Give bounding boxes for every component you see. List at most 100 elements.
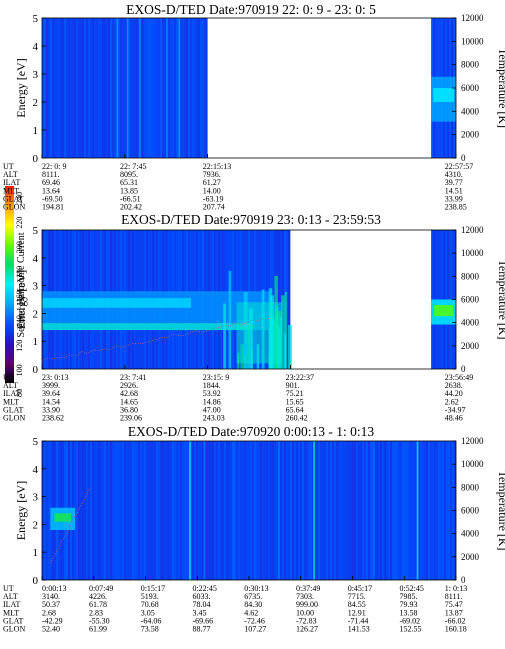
spectrogram-stripe	[250, 441, 252, 580]
spectrogram-stripe	[306, 441, 308, 580]
spectrogram-stripe	[84, 441, 86, 580]
y2-tick-label: 4000	[461, 529, 480, 539]
spectrogram-stripe	[150, 441, 152, 580]
spectrogram-image	[42, 18, 456, 158]
spectrogram-stripe	[334, 441, 336, 580]
y-tick-label: 5	[33, 13, 39, 25]
orbit-cell: 194.81	[42, 203, 64, 212]
spectrogram-stripe	[60, 18, 62, 158]
spectrogram-stripe	[130, 18, 132, 158]
orbit-cell: 33.90	[42, 405, 60, 414]
orbit-cell: -42.29	[42, 616, 63, 625]
spectrogram-stripe	[400, 441, 402, 580]
spectrogram-stripe	[154, 441, 156, 580]
spectrogram-stripe	[450, 441, 452, 580]
spectrogram-stripe	[258, 441, 260, 580]
spectrogram-stripe	[160, 441, 162, 580]
spectrogram-stripe	[100, 441, 102, 580]
spectrogram-stripe	[284, 441, 286, 580]
spectrogram-stripe	[342, 441, 344, 580]
spectrogram-stripe	[300, 441, 302, 580]
y2-tick-label: 8000	[461, 271, 480, 281]
spectrogram-band	[116, 18, 119, 158]
spectrogram-stripe	[208, 441, 210, 580]
spectrogram-stripe	[140, 441, 142, 580]
orbit-row-label: GLON	[3, 414, 25, 423]
spectrogram-band	[203, 441, 206, 580]
spectrogram-stripe	[84, 18, 86, 158]
spectrogram-stripe	[198, 18, 200, 158]
spectrogram-stripe	[220, 441, 222, 580]
orbit-cell: 15.65	[286, 397, 304, 406]
spectrogram-stripe	[390, 441, 392, 580]
spectrogram-stripe	[224, 441, 226, 580]
spectrogram-stripe	[394, 441, 396, 580]
spectrogram-stripe	[280, 441, 282, 580]
y-axis-label: Energy [eV]	[14, 270, 28, 329]
orbit-cell: -69.66	[192, 616, 213, 625]
orbit-cell: -55.30	[89, 616, 110, 625]
orbit-cell: 42.68	[120, 389, 138, 398]
spectrogram-stripe	[404, 441, 406, 580]
colorbar-tick-label: 240	[15, 192, 24, 204]
spectrogram-stripe	[370, 441, 372, 580]
spectrogram-stripe	[76, 18, 78, 158]
spectrogram-stripe	[396, 441, 398, 580]
orbit-cell: 65.64	[286, 405, 304, 414]
spectrogram-stripe	[204, 18, 206, 158]
orbit-cell: 23:56:49	[445, 373, 473, 382]
spectrogram-stripe	[148, 441, 150, 580]
spectrogram-stripe	[202, 18, 204, 158]
spectrogram-stripe	[444, 441, 446, 580]
spectrogram-stripe	[206, 441, 208, 580]
spectrogram-stripe	[364, 441, 366, 580]
spectrogram-stripe	[356, 441, 358, 580]
orbit-cell: 14.00	[203, 186, 221, 195]
spectrogram-stripe	[114, 441, 116, 580]
spectrogram-stripe	[48, 18, 50, 158]
spectrogram-stripe	[68, 18, 70, 158]
spectrogram-band	[42, 298, 192, 308]
spectrogram-stripe	[200, 441, 202, 580]
spectrogram-stripe	[136, 18, 138, 158]
orbit-cell: 61.78	[89, 600, 107, 609]
spectrogram-stripe	[326, 441, 328, 580]
spectrogram-stripe	[252, 441, 254, 580]
orbit-cell: -69.02	[399, 616, 420, 625]
spectrogram-stripe	[384, 441, 386, 580]
spectrogram-stripe	[44, 18, 46, 158]
spectrogram-stripe	[144, 441, 146, 580]
orbit-cell: 79.93	[399, 600, 417, 609]
y2-tick-label: 6000	[461, 83, 480, 93]
spectrogram-stripe	[376, 441, 378, 580]
spectrogram-stripe	[426, 441, 428, 580]
spectrogram-stripe	[218, 441, 220, 580]
colorbar-gradient	[5, 186, 14, 383]
orbit-cell: 61.27	[203, 178, 221, 187]
y2-tick-label: 4000	[461, 106, 480, 116]
orbit-row-label: UT	[3, 584, 14, 593]
spectrogram-stripe	[398, 441, 400, 580]
y2-tick-label: 2000	[461, 341, 480, 351]
orbit-row-label: ALT	[3, 170, 18, 179]
panel-title: EXOS-D/TED Date:970920 0:00:13 - 1: 0:13	[128, 424, 375, 439]
spectrogram-stripe	[128, 441, 130, 580]
orbit-cell: 238.85	[445, 203, 467, 212]
orbit-row-label: UT	[3, 162, 14, 171]
spectrogram-stripe	[182, 18, 184, 158]
orbit-cell: 243.03	[203, 414, 225, 423]
orbit-cell: 901.	[286, 381, 300, 390]
spectrogram-stripe	[352, 441, 354, 580]
spectrogram-stripe	[110, 18, 112, 158]
spectrogram-stripe	[50, 18, 52, 158]
spectrogram-stripe	[80, 441, 82, 580]
spectrogram-stripe	[184, 18, 186, 158]
y-tick-label: 1	[33, 547, 39, 559]
orbit-cell: -34.97	[445, 405, 466, 414]
spectrogram-stripe	[236, 441, 238, 580]
spectrogram-stripe	[332, 441, 334, 580]
orbit-cell: 239.06	[120, 414, 142, 423]
spectrogram-stripe	[58, 18, 60, 158]
spectrogram-stripe	[170, 441, 172, 580]
spectrogram-stripe	[132, 441, 134, 580]
